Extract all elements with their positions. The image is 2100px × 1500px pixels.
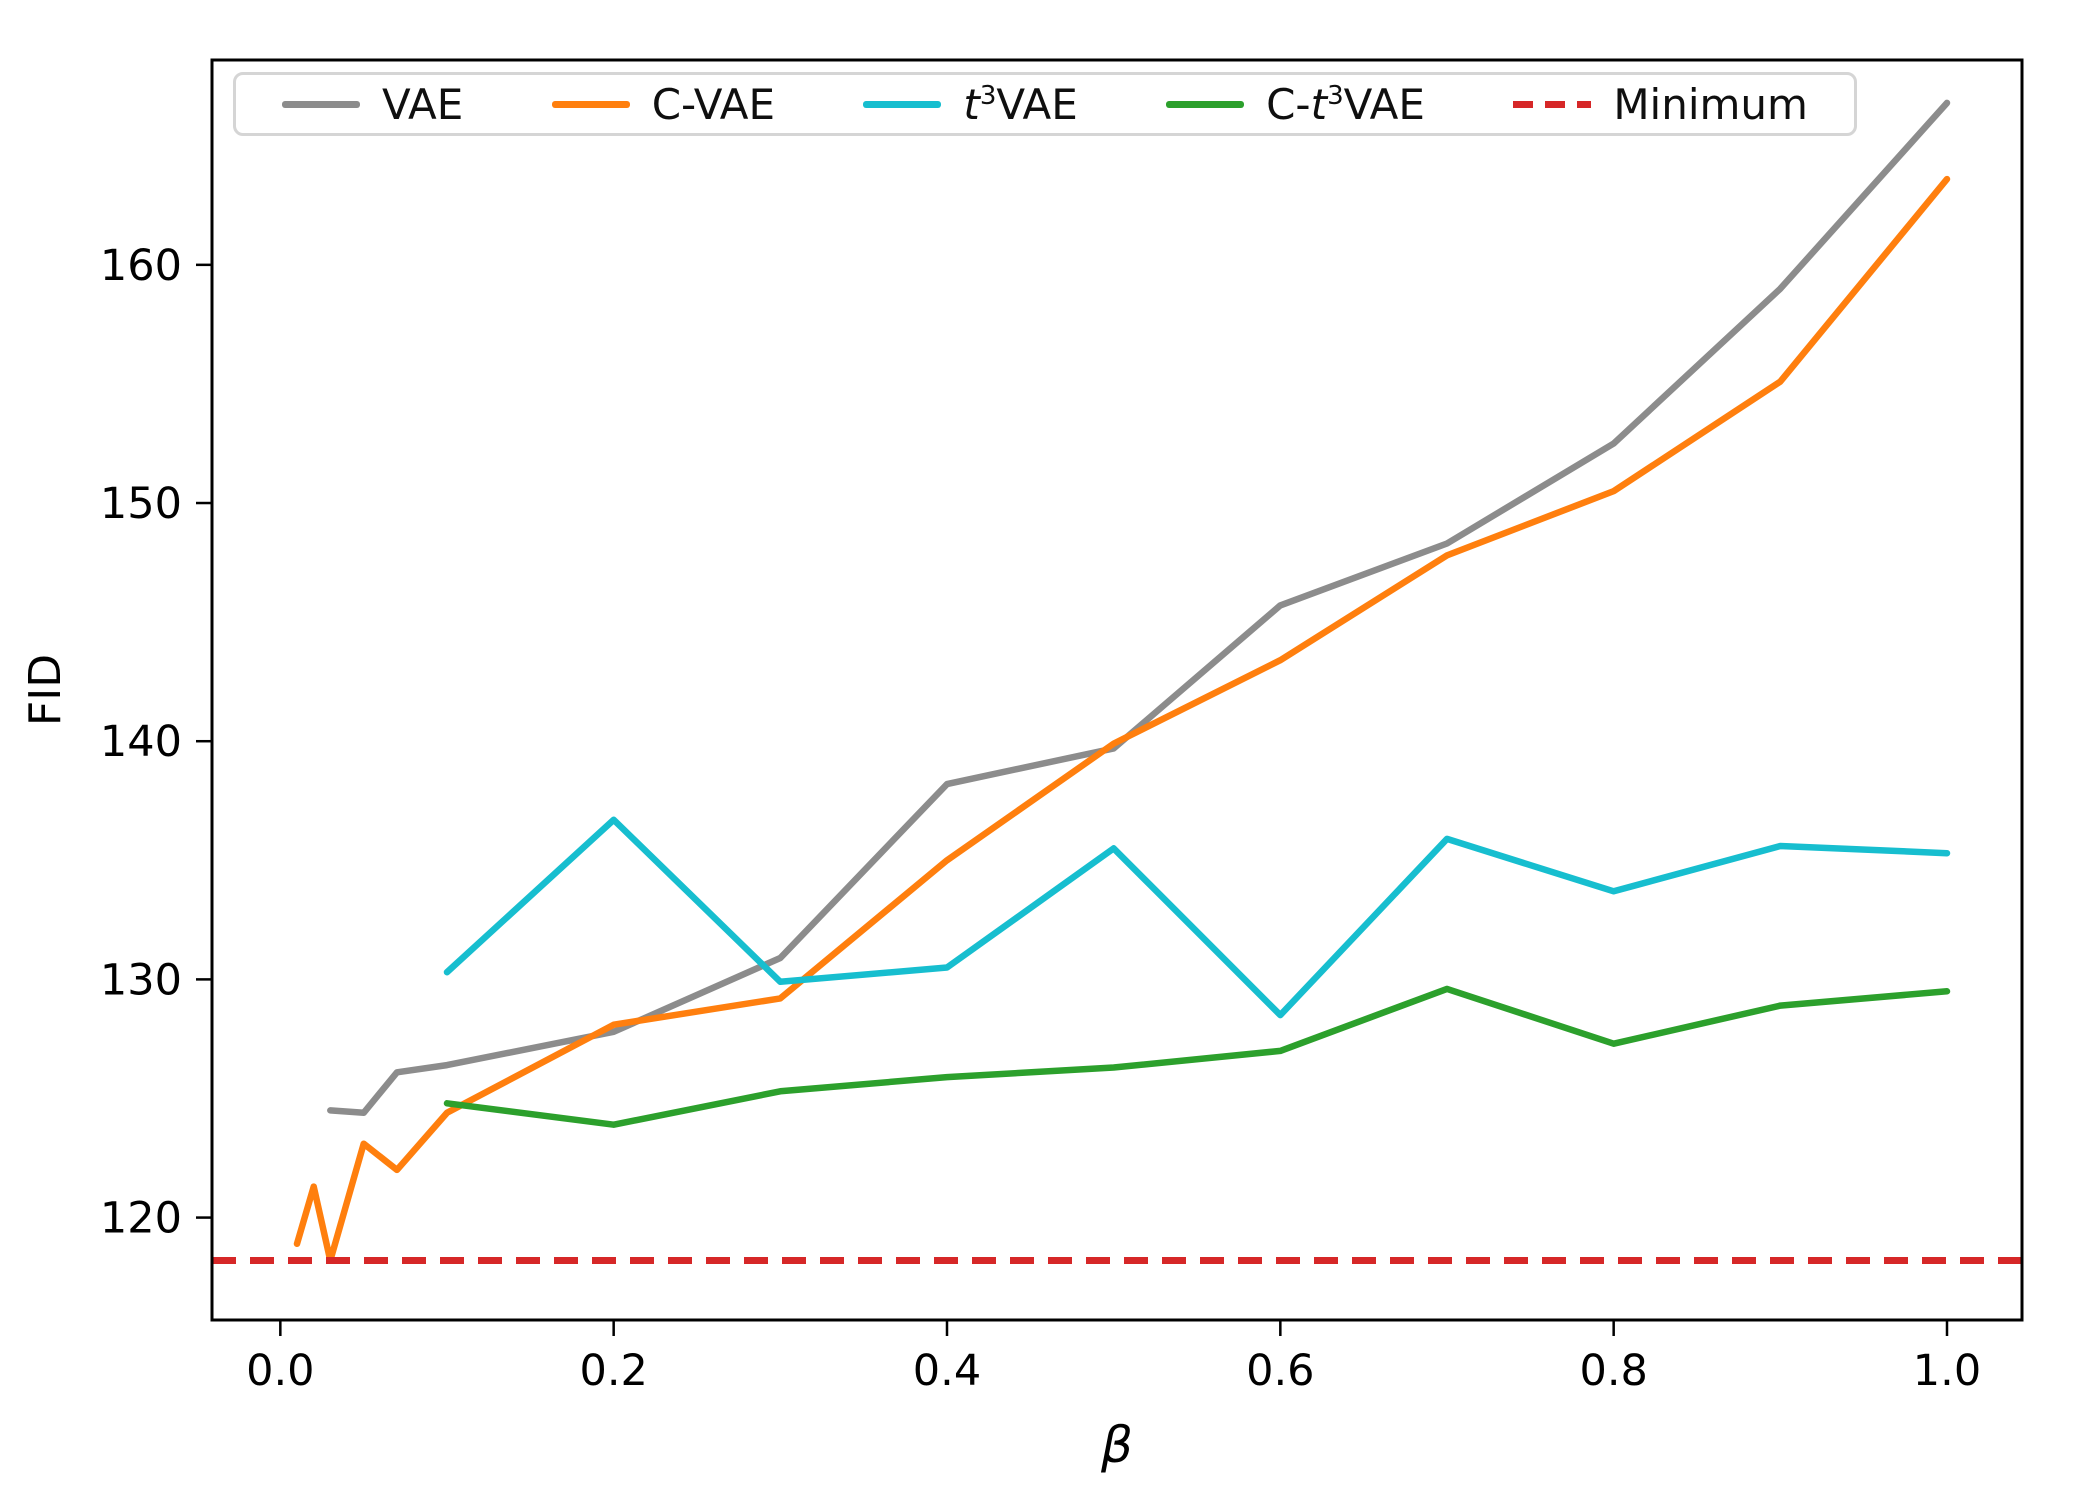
legend-swatch-vae bbox=[282, 100, 360, 108]
x-tick-label: 0.4 bbox=[913, 1346, 981, 1396]
series-line-c-t-vae bbox=[443, 985, 1951, 1128]
legend-item-vae: VAE bbox=[282, 80, 463, 129]
x-tick-label: 1.0 bbox=[1913, 1346, 1981, 1396]
y-tick-label: 160 bbox=[100, 241, 182, 291]
x-tick-label: 0.0 bbox=[246, 1346, 314, 1396]
plot-border bbox=[210, 58, 2024, 1322]
y-axis-label: FID bbox=[20, 654, 71, 726]
x-tick-label: 0.2 bbox=[579, 1346, 647, 1396]
series-line-t-vae bbox=[443, 816, 1951, 1019]
legend-swatch-minimum bbox=[1513, 100, 1592, 108]
x-tick-label: 0.8 bbox=[1579, 1346, 1647, 1396]
legend-swatch-c-t-vae bbox=[1166, 100, 1245, 108]
series-line-c-vae bbox=[293, 175, 1951, 1264]
legend-item-c-vae: C-VAE bbox=[551, 79, 776, 129]
y-tick-label: 130 bbox=[100, 955, 182, 1005]
legend-label-t-vae: t3VAE bbox=[963, 79, 1078, 129]
legend-item-t-vae: t3VAE bbox=[863, 79, 1078, 129]
legend-swatch-c-vae bbox=[551, 100, 630, 108]
y-axis: 120 130 140 150 160 bbox=[100, 241, 212, 1244]
series-group bbox=[212, 99, 2022, 1264]
series-line-vae bbox=[327, 99, 1951, 1117]
x-tick-label: 0.6 bbox=[1246, 1346, 1314, 1396]
legend-item-c-t-vae: C-t3VAE bbox=[1166, 80, 1425, 129]
legend-item-minimum: Minimum bbox=[1513, 80, 1808, 129]
legend-label-minimum: Minimum bbox=[1613, 79, 1808, 129]
y-tick-label: 140 bbox=[100, 717, 182, 767]
x-axis: 0.0 0.2 0.4 0.6 0.8 1.0 bbox=[246, 1320, 1981, 1396]
x-axis-label: β bbox=[1100, 1416, 1133, 1474]
legend-label-c-t-vae: C-t3VAE bbox=[1266, 79, 1425, 129]
legend-label-c-vae: C-VAE bbox=[651, 79, 776, 129]
y-tick-label: 120 bbox=[100, 1194, 182, 1244]
y-tick-label: 150 bbox=[100, 479, 182, 529]
legend-swatch-t-vae bbox=[863, 100, 942, 108]
legend: VAE C-VAE t3VAE C-t3VAE Minimum bbox=[233, 72, 1857, 136]
legend-label-vae: VAE bbox=[382, 79, 464, 129]
axes: 0.0 0.2 0.4 0.6 0.8 1.0 120 130 140 150 160 bbox=[100, 241, 1981, 1396]
